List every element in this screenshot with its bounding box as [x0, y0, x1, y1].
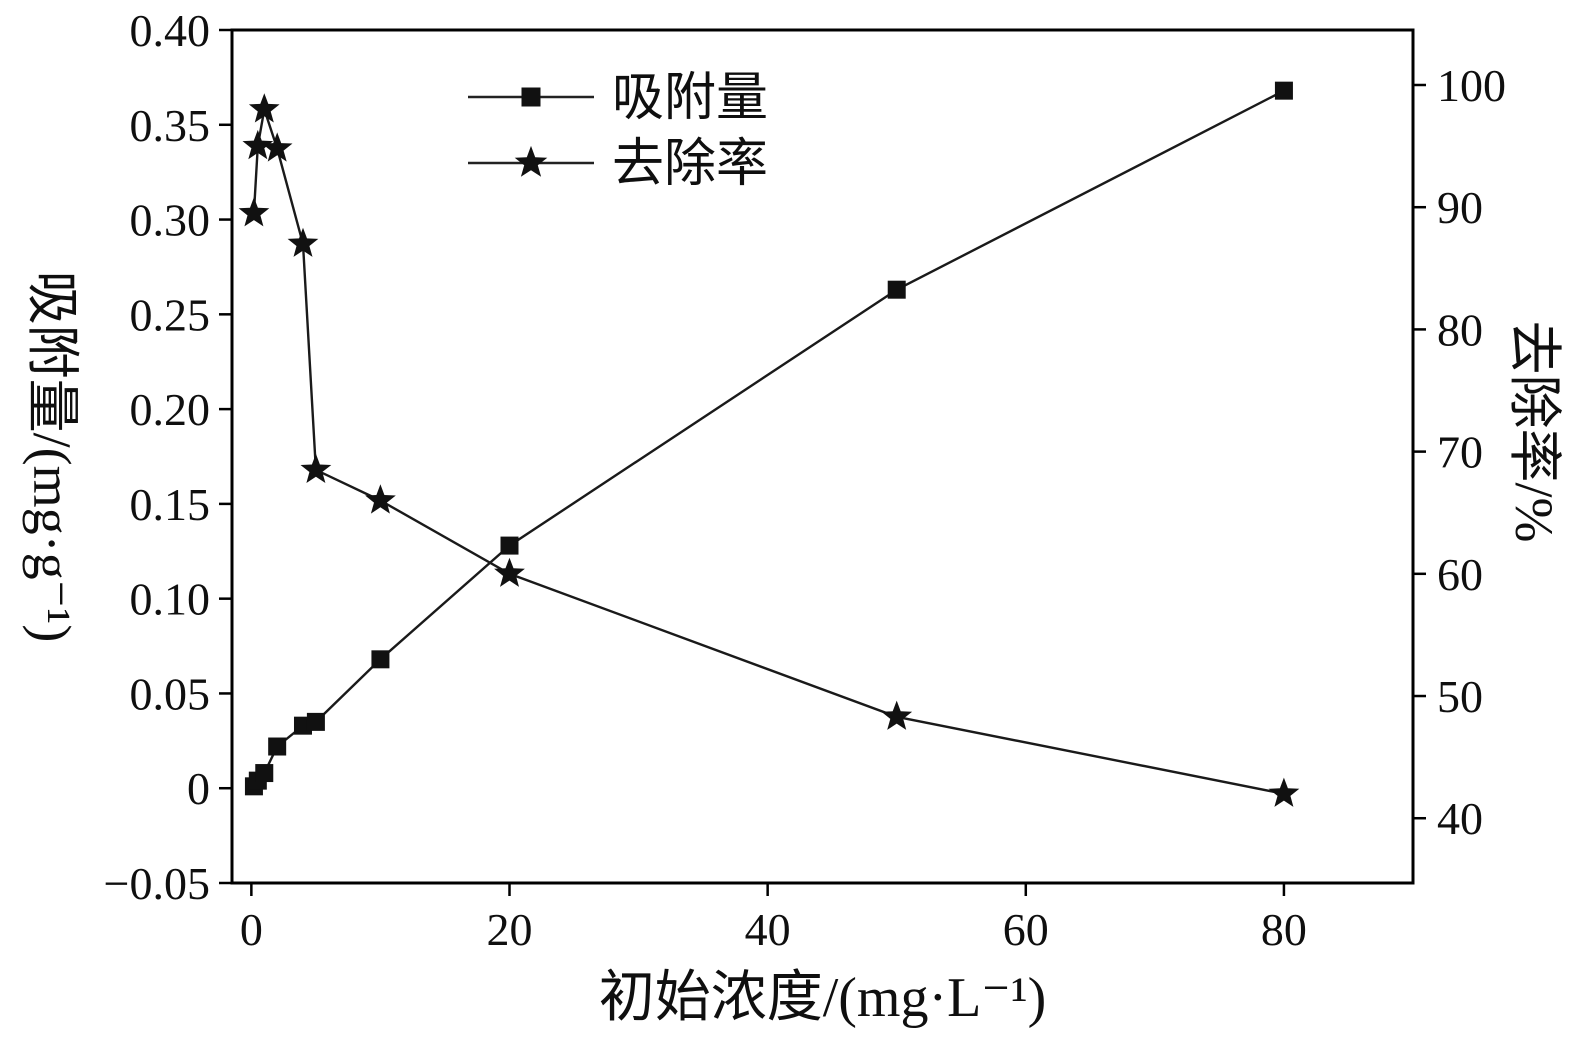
left-tick-label: 0.10: [130, 574, 211, 625]
left-tick-label: 0.30: [130, 195, 211, 246]
square-marker: [306, 712, 325, 731]
series-removal: [238, 93, 1300, 807]
series-adsorption: [244, 81, 1293, 796]
left-tick-label: 0.05: [130, 668, 211, 719]
x-tick-label: 20: [487, 904, 533, 955]
square-marker: [255, 764, 274, 783]
square-marker: [268, 737, 287, 756]
square-marker: [371, 650, 390, 669]
star-marker: [300, 453, 332, 483]
star-marker: [1268, 777, 1300, 807]
right-tick-label: 80: [1437, 304, 1483, 355]
star-marker: [287, 227, 319, 257]
left-tick-label: 0.35: [130, 100, 211, 151]
left-tick-label: 0.40: [130, 5, 211, 56]
star-marker: [248, 93, 280, 123]
legend-label: 吸附量: [612, 70, 768, 127]
x-tick-label: 60: [1003, 904, 1049, 955]
square-marker: [1274, 81, 1293, 100]
star-marker: [881, 700, 913, 730]
square-marker: [500, 536, 519, 555]
star-marker: [238, 197, 270, 227]
legend-label: 去除率: [612, 136, 768, 193]
x-tick-label: 0: [240, 904, 263, 955]
series-line: [252, 109, 1285, 795]
right-tick-label: 40: [1437, 793, 1483, 844]
x-axis-title: 初始浓度/(mg·L⁻¹): [599, 967, 1047, 1029]
x-tick-label: 80: [1261, 904, 1307, 955]
left-axis-title: 吸附量/(mg·g⁻¹): [22, 271, 82, 643]
right-axis-title: 去除率/%: [1504, 321, 1564, 543]
left-tick-label: 0.20: [130, 384, 211, 435]
axes: 0.40 0.35 0.30 0.25 0.20 0.15 0.10 0.05 0 −0.05 10…: [104, 5, 1506, 955]
square-marker: [887, 280, 906, 299]
series-line: [252, 89, 1285, 787]
x-tick-label: 40: [745, 904, 791, 955]
right-tick-label: 60: [1437, 549, 1483, 600]
left-tick-label: −0.05: [104, 858, 210, 909]
left-tick-label: 0: [187, 763, 210, 814]
right-tick-label: 90: [1437, 182, 1483, 233]
right-tick-label: 50: [1437, 671, 1483, 722]
star-marker: [261, 132, 293, 162]
plot-border: [230, 28, 1415, 885]
left-tick-label: 0.15: [130, 479, 211, 530]
right-tick-label: 100: [1437, 60, 1506, 111]
star-marker: [494, 557, 525, 587]
left-tick-label: 0.25: [130, 289, 211, 340]
star-marker: [365, 484, 396, 514]
square-marker: [521, 87, 541, 107]
star-marker: [514, 145, 548, 177]
right-tick-label: 70: [1437, 427, 1483, 478]
star-marker: [242, 129, 274, 160]
